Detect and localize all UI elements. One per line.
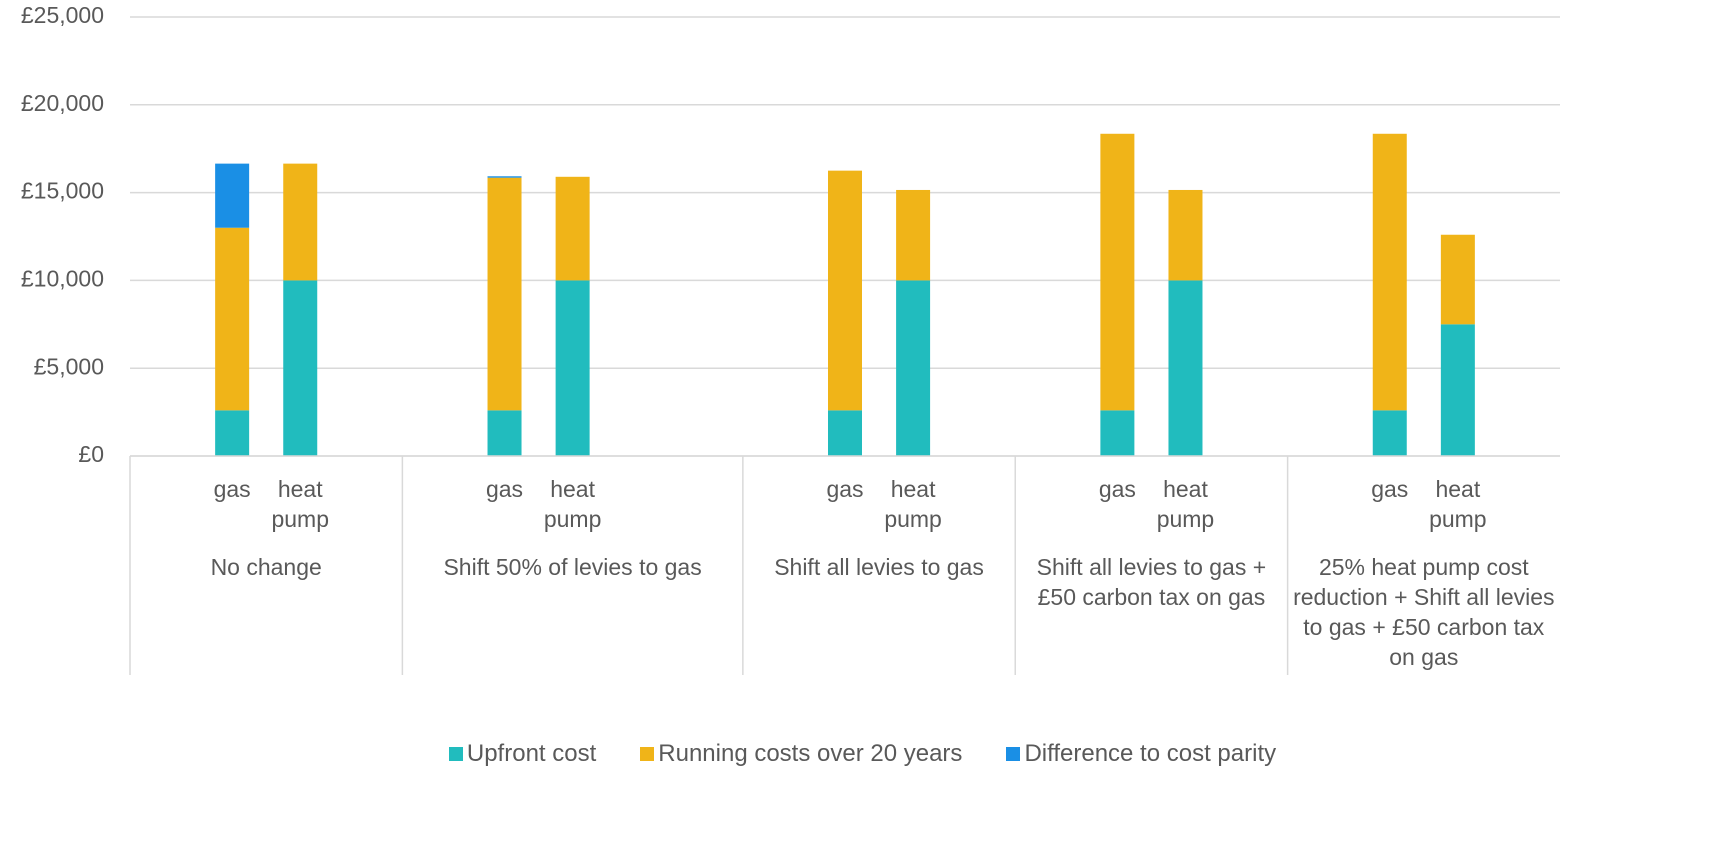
bar-segment	[555, 280, 590, 456]
bar-segment	[283, 163, 318, 281]
legend-swatch	[640, 747, 655, 761]
x-tick-label: gas	[1098, 476, 1136, 502]
y-tick-label: £5,000	[34, 353, 104, 379]
bar-segment	[1168, 189, 1203, 281]
bar-segment	[283, 280, 318, 456]
bar-segment	[1440, 234, 1475, 325]
bar-segment	[487, 177, 522, 411]
x-tick-label: heat pump	[543, 476, 602, 532]
bar-segment	[487, 176, 522, 178]
legend-item: Upfront cost	[448, 740, 597, 768]
y-tick-label: £0	[78, 441, 104, 467]
x-tick-label: gas	[826, 476, 864, 502]
bar-segment	[215, 410, 250, 456]
y-tick-label: £15,000	[21, 178, 104, 204]
group-label: No change	[210, 554, 322, 580]
bar-segment	[1100, 133, 1135, 411]
bar-segment	[1372, 410, 1407, 456]
bar-segment	[1372, 133, 1407, 411]
bar-segment	[828, 410, 862, 456]
y-tick-label: £25,000	[21, 2, 104, 28]
x-tick-label: heat pump	[884, 476, 942, 532]
legend-swatch	[448, 747, 463, 761]
bar-segment	[215, 227, 250, 411]
legend-item: Running costs over 20 years	[640, 740, 962, 768]
x-tick-label: heat pump	[1156, 476, 1215, 532]
legend-label: Upfront cost	[466, 740, 597, 767]
bar-segment	[828, 170, 862, 411]
bar-segment	[1440, 324, 1475, 456]
group-label: Shift 50% of levies to gas	[443, 554, 702, 580]
legend: Upfront cost Running costs over 20 years D…	[0, 740, 1725, 768]
x-tick-label: gas	[1371, 476, 1409, 502]
group-label: Shift all levies to gas	[774, 554, 984, 580]
legend-swatch	[1006, 747, 1021, 761]
group-label: Shift all levies to gas + £50 carbon tax…	[1036, 554, 1267, 610]
bar-segment	[896, 189, 931, 281]
x-tick-label: gas	[213, 476, 251, 502]
y-tick-label: £10,000	[21, 265, 104, 291]
bar-segment	[487, 410, 522, 456]
legend-label: Running costs over 20 years	[658, 740, 963, 767]
legend-label: Difference to cost parity	[1024, 740, 1277, 767]
bar-segment	[555, 176, 590, 281]
x-tick-label: gas	[485, 476, 524, 502]
group-label: 25% heat pump cost reduction + Shift all…	[1293, 554, 1555, 670]
legend-item: Difference to cost parity	[1006, 740, 1276, 768]
bar-segment	[896, 280, 931, 456]
bar-segment	[1100, 410, 1135, 456]
bar-segment	[215, 163, 250, 228]
x-tick-label: heat pump	[271, 476, 329, 532]
x-tick-label: heat pump	[1429, 476, 1487, 532]
y-tick-label: £20,000	[21, 90, 104, 116]
bar-segment	[1168, 280, 1203, 456]
